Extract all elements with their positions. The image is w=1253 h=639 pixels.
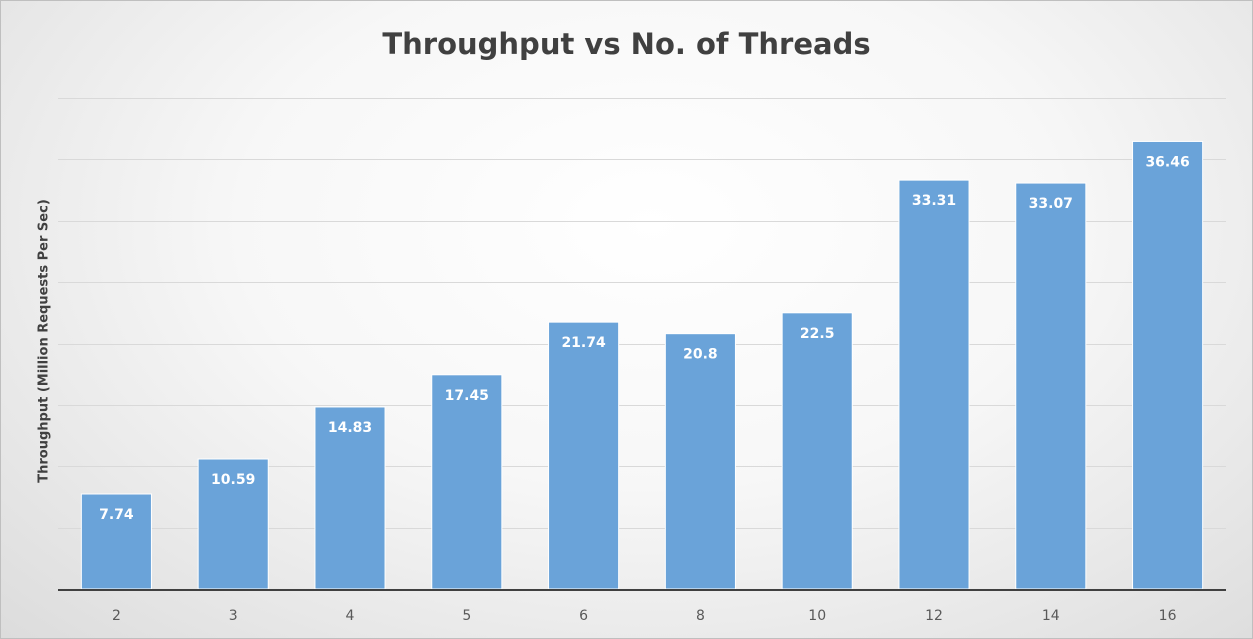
x-tick-label: 3: [229, 608, 238, 624]
x-tick-label: 8: [696, 608, 705, 624]
x-tick-label: 4: [346, 608, 355, 624]
x-tick-label: 6: [579, 608, 588, 624]
bar: [898, 179, 970, 590]
bar-data-label: 36.46: [1145, 154, 1189, 170]
x-tick-label: 16: [1159, 608, 1177, 624]
bar-data-label: 22.5: [800, 326, 835, 342]
bar-data-label: 21.74: [561, 335, 606, 351]
bar-data-label: 20.8: [683, 347, 718, 363]
x-tick-label: 10: [808, 608, 826, 624]
bar: [664, 333, 736, 590]
x-tick-label: 5: [462, 608, 471, 624]
bar: [1132, 140, 1204, 590]
bar-data-label: 33.07: [1029, 196, 1073, 212]
x-tick-label: 2: [112, 608, 121, 624]
bar: [197, 458, 269, 590]
bar-data-label: 14.83: [328, 420, 372, 436]
chart-title: Throughput vs No. of Threads: [382, 27, 871, 61]
bar: [781, 312, 853, 590]
bar: [314, 406, 386, 590]
bar-data-label: 10.59: [211, 472, 255, 488]
bar: [1015, 182, 1087, 590]
x-tick-label: 12: [925, 608, 943, 624]
bar: [431, 374, 503, 590]
bar: [548, 321, 620, 590]
bar: [80, 493, 152, 590]
bar-data-label: 33.31: [912, 193, 956, 209]
bar-data-label: 17.45: [445, 388, 489, 404]
bar-data-label: 7.74: [99, 507, 134, 523]
x-tick-label: 14: [1042, 608, 1060, 624]
